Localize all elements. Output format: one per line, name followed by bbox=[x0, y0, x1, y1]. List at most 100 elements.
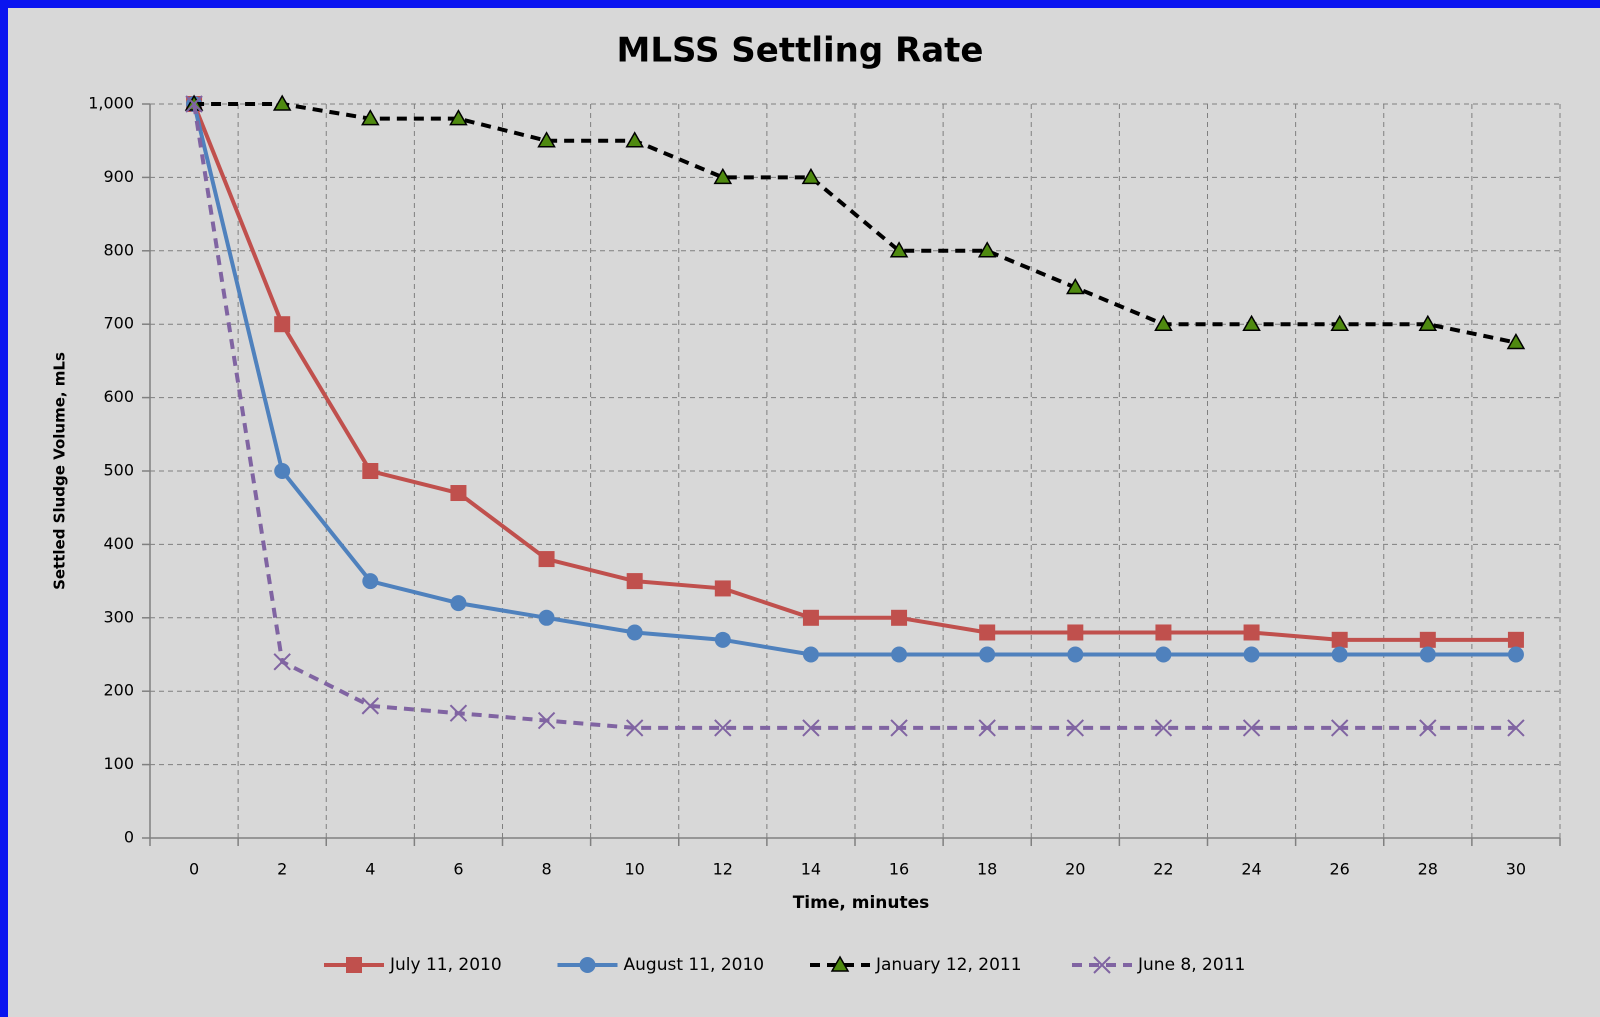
x-tick-label: 28 bbox=[1418, 860, 1438, 879]
legend-marker bbox=[346, 957, 362, 973]
marker bbox=[362, 573, 379, 590]
marker bbox=[185, 95, 203, 113]
marker bbox=[1507, 646, 1524, 663]
chart-title: MLSS Settling Rate bbox=[617, 31, 984, 71]
marker bbox=[625, 719, 644, 737]
marker bbox=[1154, 314, 1173, 331]
marker bbox=[450, 595, 467, 612]
marker bbox=[538, 609, 555, 626]
y-tick-label: 900 bbox=[103, 167, 134, 186]
marker bbox=[1066, 277, 1085, 295]
legend-item: July 11, 2010 bbox=[324, 955, 502, 975]
y-tick-label: 600 bbox=[103, 387, 134, 406]
series-line bbox=[192, 103, 1516, 657]
marker bbox=[537, 131, 556, 148]
marker bbox=[362, 463, 379, 479]
marker bbox=[802, 646, 819, 663]
marker bbox=[1330, 314, 1349, 331]
marker bbox=[1331, 631, 1348, 648]
y-tick-label: 700 bbox=[103, 314, 134, 333]
x-tick-label: 24 bbox=[1241, 860, 1261, 879]
x-tick-label: 26 bbox=[1330, 860, 1350, 879]
y-tick-label: 400 bbox=[103, 534, 134, 553]
marker bbox=[272, 94, 292, 111]
marker bbox=[802, 609, 819, 626]
x-tick-label: 30 bbox=[1506, 860, 1526, 879]
y-tick-label: 100 bbox=[103, 754, 134, 773]
marker bbox=[1419, 719, 1437, 737]
marker bbox=[537, 711, 556, 730]
marker bbox=[891, 646, 908, 663]
marker bbox=[890, 719, 908, 737]
marker bbox=[1066, 719, 1085, 737]
legend-item: June 8, 2011 bbox=[1072, 955, 1245, 975]
marker bbox=[714, 580, 731, 597]
marker bbox=[978, 719, 996, 737]
x-tick-label: 2 bbox=[277, 860, 287, 879]
marker bbox=[1418, 314, 1438, 331]
x-tick-label: 10 bbox=[625, 860, 645, 879]
marker bbox=[801, 167, 821, 185]
legend-marker bbox=[1093, 956, 1111, 974]
marker bbox=[1242, 719, 1261, 737]
marker bbox=[449, 109, 468, 126]
marker bbox=[977, 241, 997, 258]
marker bbox=[538, 551, 555, 568]
marker bbox=[626, 573, 643, 590]
x-tick-label: 14 bbox=[801, 860, 821, 879]
marker bbox=[1507, 719, 1525, 737]
legend-item: January 12, 2011 bbox=[810, 955, 1022, 975]
marker bbox=[1243, 624, 1260, 641]
x-tick-label: 16 bbox=[889, 860, 909, 879]
series-line bbox=[192, 103, 1516, 730]
legend-label: June 8, 2011 bbox=[1137, 955, 1245, 975]
legend-item: August 11, 2010 bbox=[557, 955, 765, 975]
x-tick-label: 12 bbox=[713, 860, 733, 879]
x-tick-label: 8 bbox=[541, 860, 551, 879]
series-line bbox=[194, 102, 1517, 345]
marker bbox=[1419, 631, 1436, 648]
marker bbox=[1331, 646, 1348, 663]
x-axis-label: Time, minutes bbox=[793, 893, 930, 913]
marker bbox=[273, 653, 291, 671]
marker bbox=[1155, 624, 1172, 641]
series-line bbox=[192, 103, 1516, 642]
marker bbox=[802, 719, 820, 737]
marker bbox=[714, 631, 731, 648]
marker bbox=[1067, 646, 1084, 663]
marker bbox=[1242, 314, 1261, 331]
x-tick-label: 4 bbox=[365, 860, 375, 879]
marker bbox=[1243, 646, 1260, 663]
legend-marker bbox=[830, 955, 850, 972]
x-tick-label: 0 bbox=[189, 860, 199, 879]
marker bbox=[979, 624, 996, 641]
x-tick-label: 22 bbox=[1153, 860, 1173, 879]
marker bbox=[1330, 719, 1349, 737]
marker bbox=[979, 646, 996, 663]
marker bbox=[714, 719, 732, 737]
marker bbox=[626, 624, 643, 641]
marker bbox=[361, 697, 380, 715]
marker bbox=[1507, 631, 1524, 648]
marker bbox=[625, 131, 644, 148]
legend-marker bbox=[579, 957, 596, 973]
y-axis-label: Settled Sludge Volume, mLs bbox=[51, 352, 69, 590]
legend-label: August 11, 2010 bbox=[624, 955, 765, 975]
y-tick-label: 200 bbox=[103, 681, 134, 700]
marker bbox=[1155, 646, 1172, 663]
marker bbox=[1419, 646, 1436, 663]
x-tick-label: 20 bbox=[1065, 860, 1085, 879]
marker bbox=[1067, 624, 1084, 641]
y-tick-label: 800 bbox=[103, 240, 134, 259]
marker bbox=[889, 241, 909, 258]
marker bbox=[891, 609, 908, 626]
x-tick-label: 6 bbox=[453, 860, 463, 879]
marker bbox=[1506, 333, 1526, 350]
marker bbox=[274, 316, 291, 333]
marker bbox=[361, 109, 380, 126]
marker bbox=[713, 167, 733, 185]
y-tick-label: 300 bbox=[103, 607, 134, 626]
x-tick-label: 18 bbox=[977, 860, 997, 879]
